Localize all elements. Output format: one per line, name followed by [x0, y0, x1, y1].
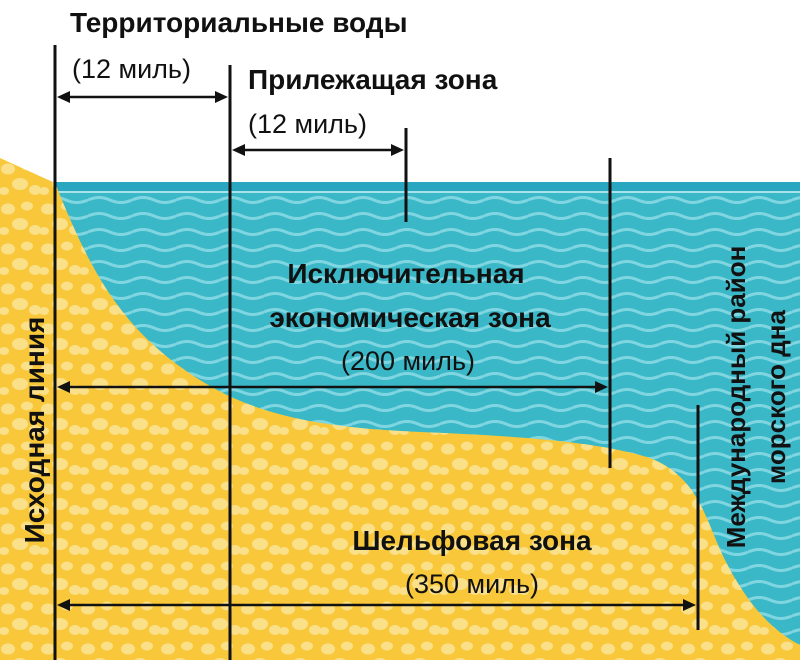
- land-sand-texture: [0, 158, 800, 660]
- seabed-label-line1: Международный район: [721, 246, 751, 549]
- sea-surface: [0, 182, 800, 191]
- eez-arrow: [57, 381, 608, 393]
- contiguous-zone-label: Прилежащая зона: [248, 64, 498, 95]
- eez-label-line2: экономическая зона: [269, 302, 551, 333]
- seabed-label-line2: морского дна: [761, 310, 791, 484]
- shelf-zone-arrow: [57, 599, 696, 611]
- baseline-label: Исходная линия: [19, 317, 50, 544]
- eez-distance: (200 миль): [341, 346, 475, 376]
- shelf-distance: (350 миль): [405, 569, 539, 599]
- territorial-waters-distance: (12 миль): [72, 54, 191, 84]
- shelf-zone-label: Шельфовая зона: [352, 525, 592, 556]
- contiguous-zone-arrow: [232, 144, 404, 156]
- territorial-waters-label: Территориальные воды: [70, 7, 407, 38]
- contiguous-zone-distance: (12 миль): [248, 109, 367, 139]
- eez-label-line1: Исключительная: [287, 258, 524, 289]
- territorial-waters-arrow: [57, 91, 228, 103]
- sea-surface-highlight: [0, 191, 800, 193]
